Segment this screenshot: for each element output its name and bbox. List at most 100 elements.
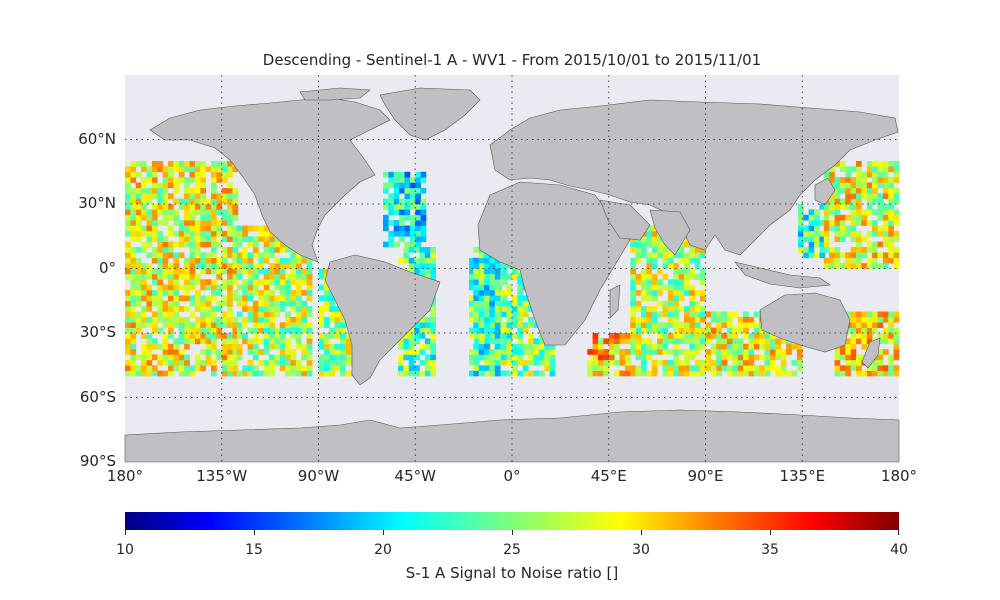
snr-cell (173, 273, 180, 280)
snr-cell (829, 252, 835, 259)
snr-cell (608, 333, 615, 339)
snr-cell (727, 311, 733, 318)
snr-cell (473, 365, 479, 371)
snr-cell (221, 193, 228, 199)
snr-cell (399, 225, 405, 232)
snr-cell (130, 225, 137, 232)
snr-cell (184, 263, 190, 269)
snr-cell (748, 338, 755, 345)
snr-cell (872, 263, 878, 269)
snr-cell (877, 204, 884, 210)
snr-cell (306, 354, 313, 361)
snr-cell (866, 365, 873, 371)
snr-cell (528, 322, 534, 328)
snr-cell (678, 252, 685, 259)
snr-cell (399, 230, 405, 237)
snr-cell (162, 252, 169, 259)
snr-cell (424, 252, 431, 259)
snr-cell (125, 230, 131, 237)
lon-label: 180° (106, 467, 144, 485)
snr-cell (340, 365, 346, 371)
snr-cell (473, 322, 479, 328)
snr-cell (732, 370, 739, 377)
snr-cell (485, 370, 491, 377)
snr-cell (753, 322, 760, 328)
snr-cell (700, 247, 706, 253)
snr-cell (641, 316, 647, 323)
snr-cell (791, 359, 798, 366)
snr-cell (279, 306, 286, 312)
snr-cell (866, 220, 873, 226)
snr-cell (323, 306, 330, 312)
snr-cell (408, 338, 415, 345)
snr-cell (662, 273, 669, 280)
snr-cell (221, 177, 228, 183)
snr-cell (651, 252, 658, 259)
snr-cell (635, 306, 642, 312)
snr-cell (764, 359, 771, 366)
snr-cell (877, 230, 884, 237)
snr-cell (829, 220, 835, 226)
snr-cell (630, 290, 636, 296)
snr-cell (157, 273, 163, 280)
snr-cell (646, 306, 653, 312)
snr-cell (538, 338, 545, 345)
snr-cell (732, 365, 739, 371)
snr-cell (227, 279, 233, 285)
snr-cell (484, 252, 490, 259)
snr-cell (232, 187, 239, 194)
snr-cell (125, 225, 131, 232)
snr-cell (168, 161, 174, 167)
snr-cell (409, 214, 416, 221)
snr-cell (200, 311, 206, 318)
snr-cell (823, 220, 830, 226)
snr-cell (506, 359, 513, 366)
snr-cell (403, 333, 410, 339)
snr-cell (856, 333, 862, 339)
snr-cell (157, 263, 163, 269)
snr-cell (216, 171, 223, 178)
snr-cell (242, 306, 248, 312)
snr-cell (856, 161, 862, 167)
snr-cell (893, 252, 900, 259)
snr-cell (469, 333, 475, 339)
snr-cell (221, 214, 228, 221)
snr-cell (651, 279, 658, 285)
snr-cell (700, 268, 706, 275)
snr-cell (141, 268, 147, 275)
snr-cell (318, 343, 325, 350)
snr-cell (162, 247, 169, 253)
snr-cell (420, 209, 427, 216)
snr-cell (274, 279, 281, 285)
snr-cell (705, 333, 712, 339)
snr-cell (872, 161, 878, 167)
snr-cell (200, 220, 206, 226)
colorbar-tick-label: 25 (503, 542, 521, 558)
lon-label: 135°W (196, 467, 248, 485)
snr-cell (877, 252, 884, 259)
snr-cell (345, 349, 352, 355)
snr-cell (216, 198, 223, 205)
snr-cell (221, 284, 228, 291)
snr-cell (211, 306, 217, 312)
snr-cell (882, 236, 889, 242)
snr-cell (157, 306, 163, 312)
snr-cell (146, 230, 153, 237)
snr-cell (141, 365, 147, 371)
snr-cell (845, 214, 851, 221)
snr-cell (263, 273, 270, 280)
snr-cell (236, 268, 243, 275)
snr-cell (252, 225, 259, 232)
snr-cell (770, 338, 776, 345)
snr-cell (856, 241, 862, 248)
snr-cell (798, 204, 804, 210)
snr-cell (295, 322, 302, 328)
snr-cell (242, 290, 248, 296)
snr-cell (388, 236, 395, 242)
snr-cell (194, 204, 201, 210)
snr-cell (141, 187, 147, 194)
snr-cell (888, 370, 894, 377)
snr-cell (829, 166, 835, 173)
snr-cell (415, 198, 421, 205)
snr-cell (888, 252, 894, 259)
